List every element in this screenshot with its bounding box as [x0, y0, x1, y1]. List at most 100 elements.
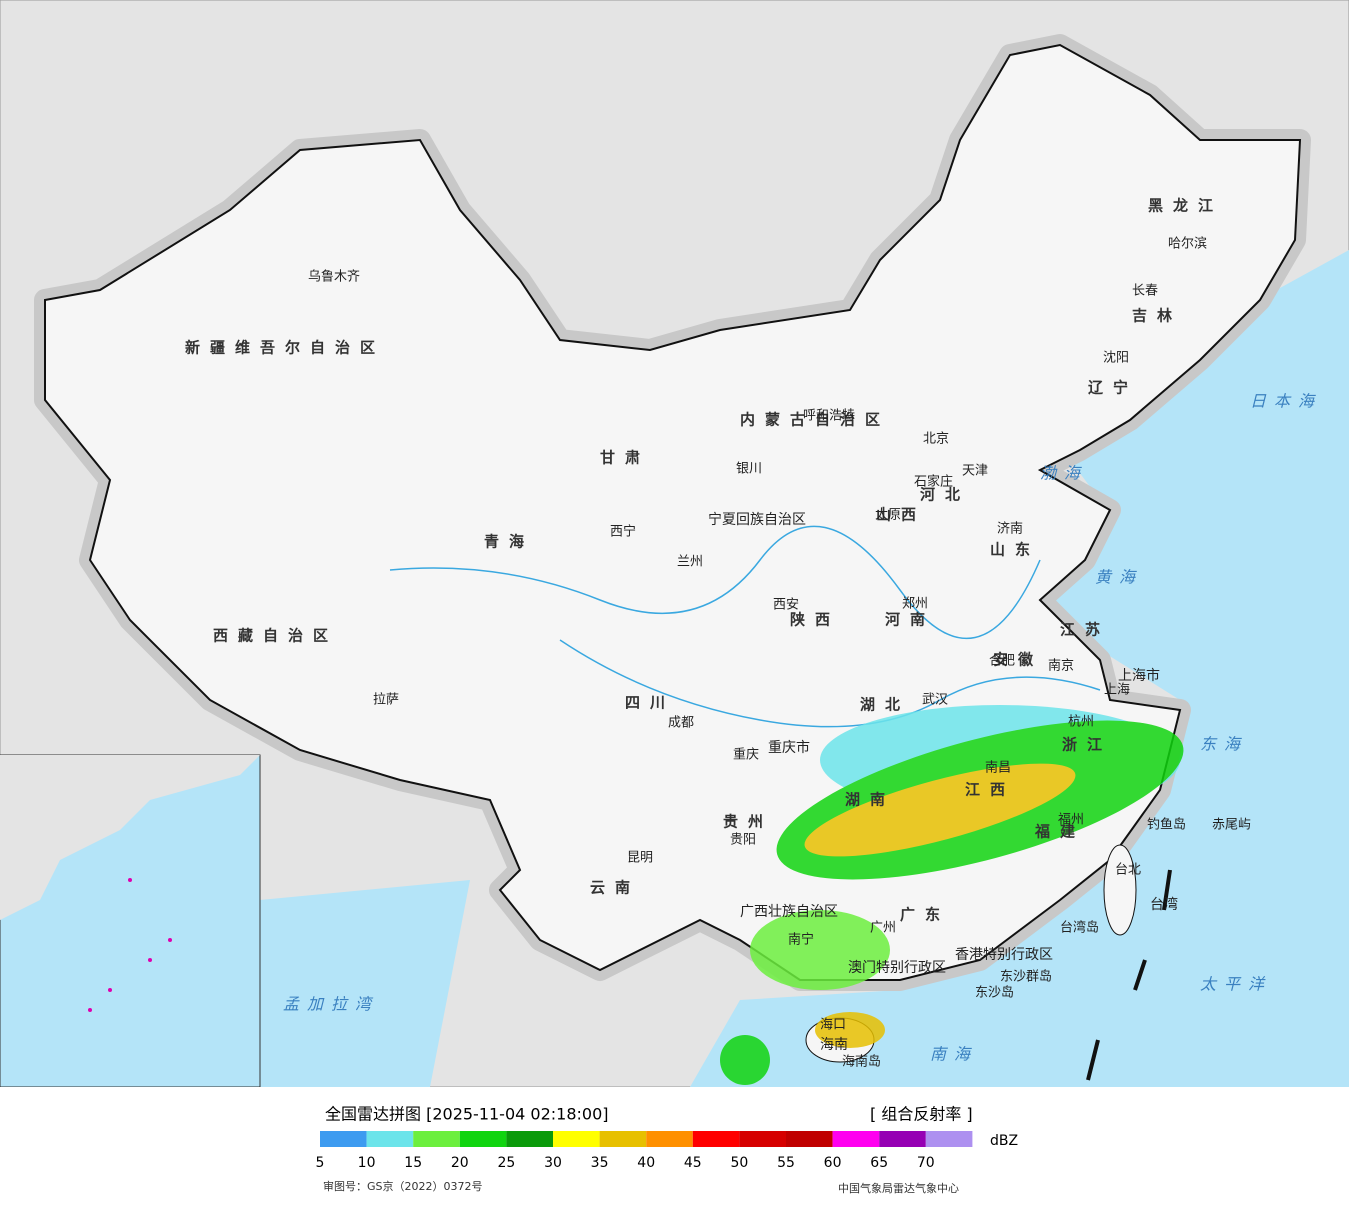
map-label: 银川: [736, 462, 762, 477]
approval-number: 审图号：GS京（2022）0372号: [323, 1179, 483, 1193]
map-label: 合肥: [989, 654, 1015, 669]
map-label: 哈尔滨: [1168, 236, 1207, 252]
color-bin: [925, 1131, 973, 1147]
map-label: 上海市: [1118, 667, 1160, 684]
colorbar-tick-label: 20: [451, 1155, 469, 1171]
map-label: 重庆: [733, 747, 759, 763]
map-label: 浙江: [1062, 736, 1112, 754]
map-label: 济南: [997, 521, 1023, 537]
map-label: 昆明: [627, 851, 653, 866]
map-label: 西藏自治区: [213, 627, 338, 645]
map-label: 杭州: [1068, 715, 1094, 730]
map-label: 海口: [820, 1018, 846, 1033]
map-label: 天津: [962, 464, 988, 479]
map-label: 广州: [870, 921, 896, 936]
map-label: 台湾岛: [1060, 920, 1099, 936]
map-label: 辽宁: [1088, 379, 1138, 397]
map-label: 黄海: [1095, 568, 1143, 587]
basemap: [0, 0, 1349, 1088]
map-label: 云南: [590, 879, 640, 897]
map-label: 甘肃: [600, 449, 650, 467]
map-label: 湖北: [860, 696, 910, 714]
map-label: 太平洋: [1200, 975, 1272, 994]
map-label: 郑州: [902, 597, 928, 612]
map-label: 西宁: [610, 524, 636, 540]
map-label: 东海: [1200, 735, 1248, 754]
map-label: 西安: [773, 598, 799, 613]
map-label: 河南: [885, 611, 935, 629]
map-label: 四川: [625, 694, 675, 712]
map-label: 东沙岛: [975, 985, 1014, 1001]
map-label: 福州: [1058, 813, 1084, 828]
map-label: 海南岛: [842, 1054, 881, 1070]
colorbar-tick-label: 35: [591, 1155, 609, 1171]
colorbar-tick-label: 50: [730, 1155, 748, 1171]
map-label: 海南: [820, 1037, 848, 1053]
colorbar-tick-label: 5: [316, 1155, 325, 1171]
color-bin: [739, 1131, 786, 1147]
map-label: 福建: [1034, 823, 1085, 841]
color-bin: [646, 1131, 693, 1147]
map-label: 钓鱼岛: [1147, 817, 1186, 833]
map-label: 武汉: [922, 693, 948, 708]
map-label: 南海: [930, 1045, 978, 1064]
colorbar-tick-label: 40: [637, 1155, 655, 1171]
map-label: 河北: [920, 486, 970, 504]
map-label: 广西壮族自治区: [740, 904, 838, 920]
colorbar-tick-label: 70: [917, 1155, 935, 1171]
map-label: 江苏: [1060, 621, 1110, 639]
color-bin: [366, 1131, 414, 1147]
map-label: 山东: [990, 541, 1040, 559]
color-bin: [786, 1131, 833, 1147]
color-bin: [459, 1131, 507, 1147]
color-bin: [553, 1131, 600, 1147]
map-label: 太原: [875, 508, 901, 523]
map-label: 乌鲁木齐: [308, 269, 360, 285]
map-label: 南昌: [985, 760, 1011, 776]
map-label: 渤海: [1040, 464, 1088, 483]
map-label: 拉萨: [373, 693, 399, 708]
map-label: 吉林: [1132, 307, 1182, 325]
legend-title: 全国雷达拼图 [2025-11-04 02:18:00]: [325, 1105, 609, 1124]
map-label: 贵州: [723, 813, 773, 831]
map-label: 湖南: [845, 791, 895, 809]
map-label: 台北: [1115, 863, 1141, 878]
map-label: 新疆维吾尔自治区: [185, 339, 385, 357]
map-label: 呼和浩特: [803, 409, 855, 424]
legend-panel: [0, 1087, 1349, 1208]
map-label: 南京: [1048, 658, 1074, 674]
map-label: 长春: [1132, 284, 1158, 299]
color-bin: [413, 1131, 460, 1147]
colorbar-tick-label: 25: [497, 1155, 515, 1171]
map-label: 东沙群岛: [1000, 969, 1052, 985]
color-bin: [832, 1131, 880, 1147]
map-label: 宁夏回族自治区: [708, 511, 806, 528]
map-label: 沈阳: [1103, 351, 1129, 366]
map-label: 赤尾屿: [1212, 818, 1251, 833]
map-label: 孟加拉湾: [283, 995, 379, 1014]
color-bin: [599, 1131, 647, 1147]
map-label: 南宁: [788, 932, 814, 948]
map-label: 贵阳: [730, 833, 756, 848]
map-label: 广东: [900, 906, 950, 924]
map-label: 日本海: [1250, 392, 1322, 411]
colorbar-tick-label: 10: [358, 1155, 376, 1171]
south-china-sea-inset: [0, 754, 261, 1088]
color-bin: [320, 1131, 367, 1147]
color-bin: [879, 1131, 926, 1147]
map-label: 石家庄: [914, 474, 953, 490]
colorbar-tick-label: 55: [777, 1155, 795, 1171]
map-label: 台湾: [1150, 896, 1178, 913]
colorbar-tick-label: 30: [544, 1155, 562, 1171]
map-label: 上海: [1104, 683, 1130, 698]
legend-product: [ 组合反射率 ]: [870, 1105, 973, 1124]
map-label: 香港特别行政区: [955, 947, 1053, 963]
colorbar-tick-label: 65: [870, 1155, 888, 1171]
map-label: 澳门特别行政区: [848, 960, 946, 976]
map-label: 内蒙古自治区: [740, 411, 890, 429]
map-label: 陕西: [790, 611, 840, 629]
map-label: 北京: [923, 432, 949, 447]
colorbar-tick-label: 60: [824, 1155, 842, 1171]
map-label: 兰州: [677, 555, 703, 570]
